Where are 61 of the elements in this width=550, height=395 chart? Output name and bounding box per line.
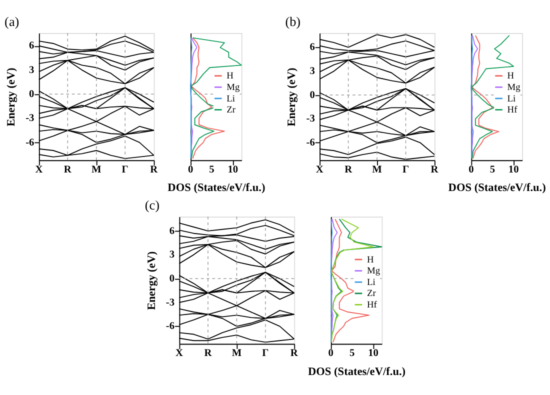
y-tick-label: -6 [306, 138, 315, 148]
x-tick-label: X [316, 164, 324, 176]
legend-label: Zr [226, 106, 236, 116]
legend-label: H [366, 255, 374, 266]
legend-label: Li [366, 278, 376, 288]
legend-label: Li [507, 94, 516, 104]
legend-label: Mg [366, 266, 380, 277]
x-axis-title: DOS (States/eV/f.u.) [168, 182, 266, 194]
x-tick-label: 5 [490, 164, 495, 176]
x-tick-label: R [150, 164, 158, 176]
x-tick-label: R [430, 164, 439, 176]
x-tick-label: Γ [262, 348, 270, 360]
chart-title: (b) [285, 14, 301, 30]
legend-label: Mg [226, 82, 240, 93]
y-tick-label: -3 [26, 113, 34, 124]
x-tick-label: M [232, 348, 242, 360]
y-tick-label: -6 [166, 321, 175, 332]
y-tick-label: -3 [306, 114, 315, 125]
x-tick-label: 0 [468, 164, 474, 176]
x-tick-label: M [372, 164, 382, 176]
y-axis-title: Energy (eV) [5, 67, 18, 126]
y-axis-title: Energy (eV) [286, 67, 298, 126]
x-axis-title: DOS (States/eV/f.u.) [448, 182, 546, 194]
y-tick-label: 0 [169, 273, 175, 284]
x-tick-label: X [176, 348, 184, 360]
y-tick-label: 6 [310, 42, 315, 54]
y-axis-title: Energy (eV) [146, 251, 158, 310]
y-tick-label: -6 [26, 137, 34, 148]
x-tick-label: 10 [508, 164, 519, 176]
legend-label: Li [226, 94, 236, 104]
chart-title: (c) [144, 198, 160, 213]
x-tick-label: 10 [368, 348, 378, 360]
y-tick-label: -3 [166, 297, 175, 308]
x-tick-label: X [35, 164, 44, 176]
x-tick-label: 0 [188, 164, 194, 176]
x-tick-label: R [64, 164, 72, 176]
legend-label: Mg [507, 82, 521, 93]
chart-title: (a) [4, 14, 20, 30]
x-tick-label: R [290, 348, 298, 360]
y-tick-label: 0 [310, 90, 315, 101]
x-tick-label: 0 [328, 348, 334, 360]
x-tick-label: Γ [402, 164, 410, 176]
x-axis-title: DOS (States/eV/f.u.) [308, 366, 406, 378]
legend-label: H [507, 72, 514, 82]
x-tick-label: R [204, 348, 212, 360]
y-tick-label: 3 [29, 64, 34, 76]
x-tick-label: 10 [228, 164, 238, 176]
y-tick-label: 3 [310, 66, 315, 77]
y-tick-label: 3 [169, 250, 175, 261]
y-tick-label: 0 [29, 88, 34, 100]
x-tick-label: R [344, 164, 353, 176]
legend-label: Hf [366, 300, 378, 311]
x-tick-label: 5 [349, 348, 355, 360]
legend-label: H [226, 72, 234, 82]
legend-label: Hf [507, 106, 518, 116]
x-tick-label: M [91, 164, 102, 176]
y-tick-label: 6 [169, 226, 175, 237]
x-tick-label: Γ [122, 164, 129, 176]
x-tick-label: 5 [209, 164, 214, 176]
legend-label: Zr [366, 289, 377, 300]
y-tick-label: 6 [29, 40, 34, 52]
